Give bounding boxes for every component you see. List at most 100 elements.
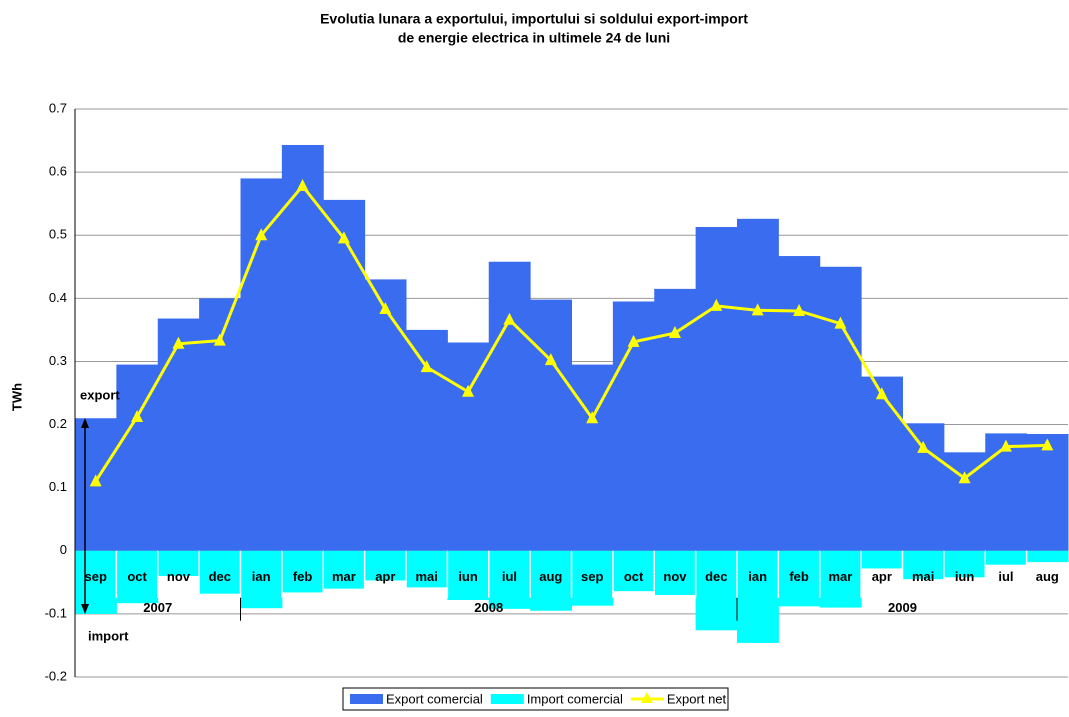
marker	[89, 474, 102, 487]
bar	[199, 550, 241, 594]
legend-swatch	[640, 692, 653, 703]
bar	[323, 199, 366, 551]
year-label: 2007	[143, 600, 172, 615]
bar	[902, 550, 945, 580]
legend-label: Import comercial	[527, 691, 623, 706]
bar	[488, 550, 531, 609]
bar	[737, 550, 779, 643]
bar	[240, 550, 283, 609]
bar	[530, 299, 572, 551]
marker	[337, 231, 350, 244]
bar	[240, 178, 283, 551]
bar	[612, 550, 655, 592]
chart-title: Evolutia lunara a exportului, importului…	[320, 11, 748, 27]
bar	[157, 550, 200, 577]
y-tick-label: 0.2	[49, 416, 67, 431]
annotation: import	[88, 628, 129, 643]
bar	[943, 550, 986, 578]
x-tick-label: iun	[955, 569, 975, 584]
marker	[875, 387, 888, 400]
legend-box	[342, 687, 729, 711]
marker	[668, 326, 681, 339]
bar	[571, 550, 614, 606]
marker	[793, 303, 806, 316]
marker	[751, 303, 764, 316]
bar	[116, 550, 159, 604]
x-tick-label: feb	[293, 569, 313, 584]
bar	[1026, 434, 1069, 551]
x-tick-label: mai	[912, 569, 934, 584]
y-axis-title: TWh	[9, 383, 24, 411]
bar	[778, 256, 821, 551]
bar	[819, 266, 862, 551]
marker	[420, 360, 433, 373]
bar	[985, 433, 1028, 551]
bar	[281, 144, 324, 551]
bar	[985, 550, 1028, 565]
marker	[586, 411, 599, 424]
x-tick-label: iun	[458, 569, 478, 584]
bar	[157, 318, 200, 551]
marker	[917, 440, 930, 453]
bar	[364, 279, 407, 551]
legend-label: Export comercial	[386, 691, 483, 706]
marker	[999, 439, 1012, 452]
y-tick-label: 0.4	[49, 290, 67, 305]
x-tick-label: mar	[829, 569, 853, 584]
arrow-head	[81, 418, 89, 428]
marker	[296, 178, 309, 191]
marker	[544, 353, 557, 366]
y-tick-label: 0.1	[49, 479, 67, 494]
x-tick-label: nov	[167, 569, 191, 584]
marker	[503, 312, 516, 325]
bar	[819, 550, 862, 608]
bar	[116, 364, 159, 551]
x-tick-label: mai	[415, 569, 437, 584]
marker	[958, 471, 971, 484]
marker	[255, 228, 268, 241]
y-tick-label: 0.7	[49, 100, 67, 115]
x-tick-label: oct	[624, 569, 644, 584]
marker	[172, 336, 185, 349]
bar	[1026, 550, 1069, 563]
bar	[488, 261, 531, 551]
bar	[737, 218, 779, 551]
bar	[406, 550, 448, 588]
y-tick-label: -0.1	[45, 605, 67, 620]
x-tick-label: iul	[998, 569, 1013, 584]
bar	[695, 227, 738, 551]
chart-title: de energie electrica in ultimele 24 de l…	[398, 30, 670, 46]
x-tick-label: oct	[127, 569, 147, 584]
bar	[861, 376, 903, 551]
annotation: export	[80, 387, 120, 402]
x-tick-label: mar	[332, 569, 356, 584]
marker	[462, 384, 475, 397]
marker	[1041, 438, 1054, 451]
x-tick-label: dec	[209, 569, 231, 584]
bar	[75, 550, 117, 614]
marker	[627, 334, 640, 347]
x-tick-label: iul	[502, 569, 517, 584]
marker	[834, 316, 847, 329]
bar	[447, 342, 490, 551]
legend-swatch	[350, 694, 383, 704]
x-tick-label: apr	[872, 569, 892, 584]
legend-swatch	[490, 694, 524, 704]
year-label: 2009	[888, 600, 917, 615]
y-tick-label: 0.6	[49, 164, 67, 179]
y-tick-label: -0.2	[45, 668, 67, 683]
marker	[379, 302, 392, 315]
y-tick-label: 0.3	[49, 353, 67, 368]
bar	[323, 550, 366, 589]
bar	[654, 550, 697, 595]
bar	[281, 550, 324, 593]
x-tick-label: aug	[1036, 569, 1059, 584]
year-label: 2008	[474, 600, 503, 615]
bar	[778, 550, 821, 607]
y-tick-label: 0	[60, 542, 67, 557]
marker	[710, 298, 723, 311]
arrow-head	[81, 604, 89, 614]
marker	[131, 409, 144, 422]
x-tick-label: sep	[84, 569, 106, 584]
